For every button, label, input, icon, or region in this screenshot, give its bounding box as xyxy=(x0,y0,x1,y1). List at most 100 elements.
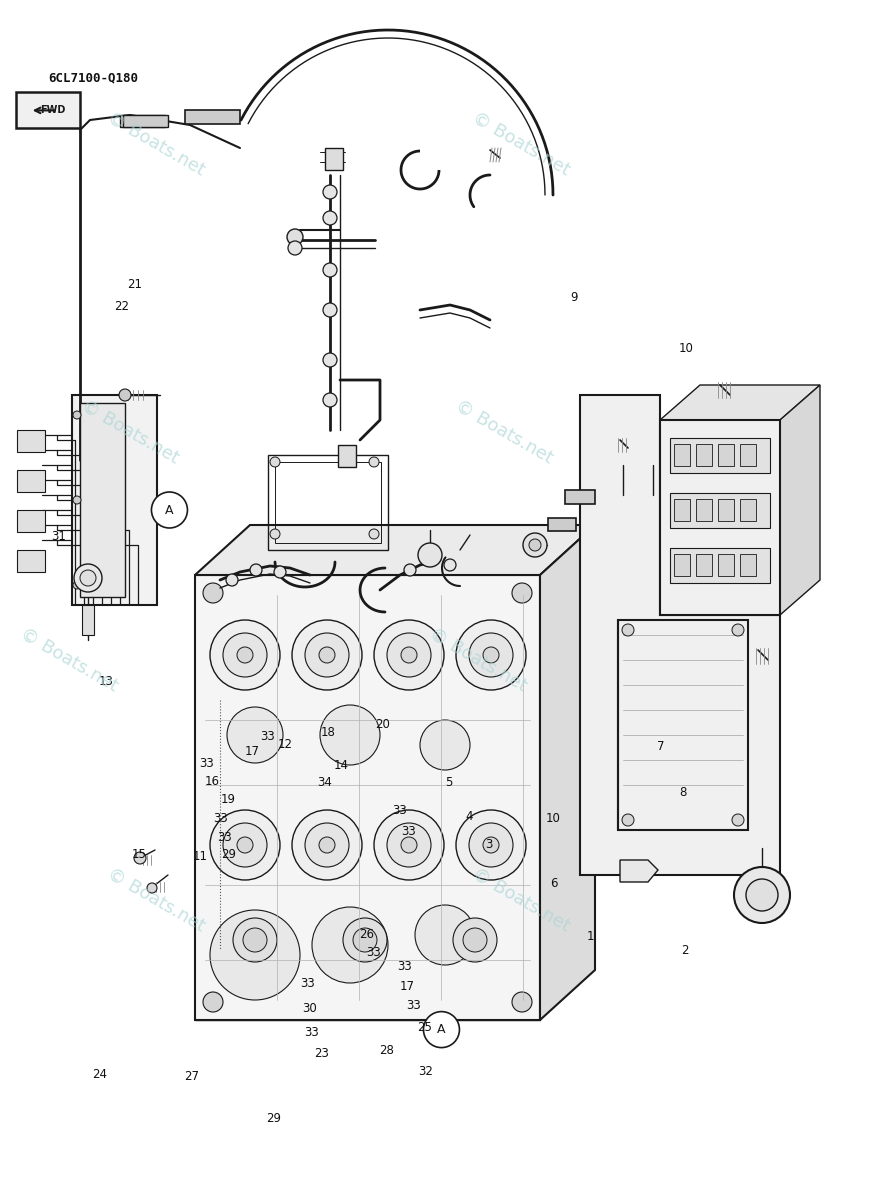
Polygon shape xyxy=(195,526,595,575)
Bar xyxy=(670,493,770,528)
Text: 34: 34 xyxy=(317,776,333,788)
Text: 15: 15 xyxy=(131,848,147,860)
Circle shape xyxy=(369,529,379,539)
Circle shape xyxy=(288,241,302,254)
Text: 2: 2 xyxy=(681,944,688,956)
Text: 6CL7100-Q180: 6CL7100-Q180 xyxy=(48,72,138,84)
Circle shape xyxy=(622,814,634,826)
Circle shape xyxy=(453,918,497,962)
Circle shape xyxy=(74,564,102,592)
Circle shape xyxy=(456,810,526,880)
Text: 4: 4 xyxy=(466,810,473,822)
Circle shape xyxy=(203,992,223,1012)
Circle shape xyxy=(80,570,96,586)
Text: 1: 1 xyxy=(587,930,594,942)
Text: 33: 33 xyxy=(200,757,214,769)
Bar xyxy=(660,420,780,614)
Text: 17: 17 xyxy=(244,745,260,757)
Circle shape xyxy=(237,647,253,662)
Text: 33: 33 xyxy=(401,826,415,838)
Circle shape xyxy=(512,583,532,602)
Text: © Boats.net: © Boats.net xyxy=(104,865,209,935)
Text: 33: 33 xyxy=(398,960,412,972)
Polygon shape xyxy=(780,385,820,614)
Polygon shape xyxy=(620,860,658,882)
Circle shape xyxy=(323,263,337,277)
Text: © Boats.net: © Boats.net xyxy=(17,625,122,695)
Text: © Boats.net: © Boats.net xyxy=(78,397,182,467)
Circle shape xyxy=(320,704,380,766)
Bar xyxy=(123,115,168,127)
Text: 22: 22 xyxy=(114,300,129,312)
Bar xyxy=(718,499,734,521)
Circle shape xyxy=(529,539,541,551)
Circle shape xyxy=(223,823,267,866)
Text: 5: 5 xyxy=(445,776,452,788)
Circle shape xyxy=(374,810,444,880)
Text: 33: 33 xyxy=(393,804,407,816)
Text: FWD: FWD xyxy=(40,106,65,115)
Bar xyxy=(670,438,770,473)
Bar xyxy=(696,554,712,576)
Text: © Boats.net: © Boats.net xyxy=(469,109,574,179)
Bar xyxy=(718,554,734,576)
Text: 9: 9 xyxy=(570,292,577,304)
Circle shape xyxy=(732,624,744,636)
Bar xyxy=(17,470,45,492)
Text: A: A xyxy=(165,504,174,516)
Text: A: A xyxy=(437,1024,446,1036)
Circle shape xyxy=(287,229,303,245)
Bar xyxy=(82,605,94,635)
Text: 10: 10 xyxy=(545,812,561,824)
Circle shape xyxy=(250,564,262,576)
Circle shape xyxy=(233,918,277,962)
Bar xyxy=(740,444,756,466)
Bar xyxy=(120,115,165,127)
Circle shape xyxy=(73,581,81,589)
Bar xyxy=(696,499,712,521)
Text: 33: 33 xyxy=(301,978,315,990)
Text: 29: 29 xyxy=(221,848,236,860)
Circle shape xyxy=(404,564,416,576)
Circle shape xyxy=(423,1012,460,1048)
Circle shape xyxy=(223,634,267,677)
Bar xyxy=(740,499,756,521)
Polygon shape xyxy=(540,526,595,1020)
Bar xyxy=(185,110,240,124)
Circle shape xyxy=(274,566,286,578)
Text: 33: 33 xyxy=(407,1000,421,1012)
Circle shape xyxy=(134,852,146,864)
Circle shape xyxy=(323,185,337,199)
Bar xyxy=(674,444,690,466)
Circle shape xyxy=(210,910,300,1000)
Circle shape xyxy=(483,647,499,662)
Bar xyxy=(740,554,756,576)
Circle shape xyxy=(746,878,778,911)
Circle shape xyxy=(734,866,790,923)
Bar xyxy=(618,620,748,830)
Text: 33: 33 xyxy=(304,1026,318,1038)
Circle shape xyxy=(420,720,470,770)
Bar xyxy=(338,445,356,467)
Bar xyxy=(670,548,770,583)
Circle shape xyxy=(463,928,487,952)
Bar xyxy=(696,444,712,466)
Circle shape xyxy=(469,823,513,866)
Text: 30: 30 xyxy=(302,1002,316,1014)
Bar xyxy=(718,444,734,466)
Bar xyxy=(80,403,125,596)
Bar xyxy=(548,518,576,530)
Circle shape xyxy=(312,907,388,983)
Text: 10: 10 xyxy=(679,342,694,354)
Text: © Boats.net: © Boats.net xyxy=(104,109,209,179)
Circle shape xyxy=(73,410,81,419)
Text: 20: 20 xyxy=(375,719,390,731)
Circle shape xyxy=(353,928,377,952)
Text: 33: 33 xyxy=(214,812,228,824)
Text: 29: 29 xyxy=(266,1112,282,1124)
Text: 26: 26 xyxy=(359,929,375,941)
Text: 33: 33 xyxy=(217,832,231,844)
Bar xyxy=(275,462,381,542)
Circle shape xyxy=(343,918,387,962)
Circle shape xyxy=(374,620,444,690)
